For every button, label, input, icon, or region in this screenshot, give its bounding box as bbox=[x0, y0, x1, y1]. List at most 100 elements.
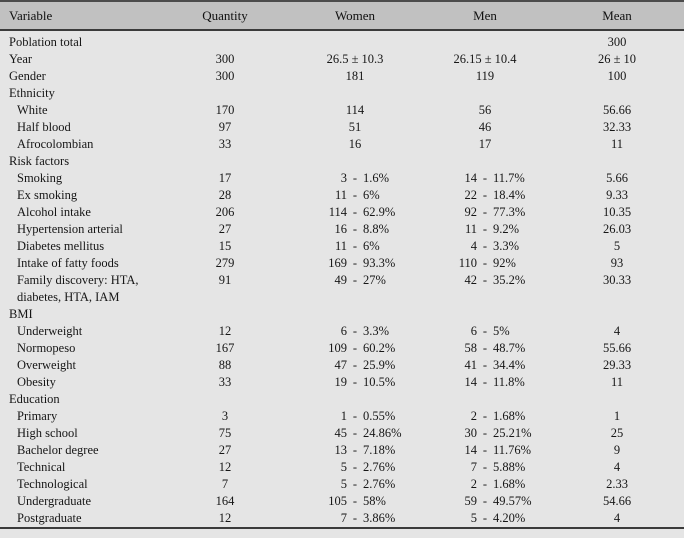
men-cell bbox=[420, 153, 550, 170]
quantity-cell: 15 bbox=[218, 239, 232, 253]
mean-cell: 32.33 bbox=[602, 120, 632, 134]
quantity-cell: 167 bbox=[215, 341, 235, 355]
women-cell: 169-93.3% bbox=[328, 256, 396, 270]
group-row: Risk factors bbox=[0, 153, 684, 170]
women-cell: 16-8.8% bbox=[334, 222, 390, 236]
variable-cell: Year bbox=[9, 52, 33, 66]
women-cell: 114-62.9% bbox=[328, 205, 396, 219]
mean-cell: 4 bbox=[613, 460, 621, 474]
header-row: Variable Quantity Women Men Mean bbox=[0, 1, 684, 31]
women-cell: 5-2.76% bbox=[340, 477, 396, 491]
mean-cell: 5 bbox=[613, 239, 621, 253]
men-cell: 5-4.20% bbox=[470, 511, 526, 525]
quantity-cell bbox=[160, 30, 290, 51]
table-row: Postgraduate 12 7-3.86% 5-4.20% 4 bbox=[0, 510, 684, 528]
mean-cell: 9 bbox=[613, 443, 621, 457]
table-header: Variable Quantity Women Men Mean bbox=[0, 1, 684, 31]
table-row: Poblation total 300 bbox=[0, 30, 684, 51]
men-cell bbox=[420, 306, 550, 323]
women-cell: 16 bbox=[348, 137, 362, 151]
men-cell: 56 bbox=[478, 103, 492, 117]
table-row: Diabetes mellitus 15 11-6% 4-3.3% 5 bbox=[0, 238, 684, 255]
quantity-cell bbox=[160, 306, 290, 323]
variable-cell: Hypertension arterial bbox=[17, 222, 123, 236]
table-row: Half blood 97 51 46 32.33 bbox=[0, 119, 684, 136]
mean-cell: 93 bbox=[610, 256, 624, 270]
mean-cell: 29.33 bbox=[602, 358, 632, 372]
table-row: Alcohol intake 206 114-62.9% 92-77.3% 10.35 bbox=[0, 204, 684, 221]
table-row: Undergraduate 164 105-58% 59-49.57% 54.66 bbox=[0, 493, 684, 510]
table-row: Afrocolombian 33 16 17 11 bbox=[0, 136, 684, 153]
women-cell: 109-60.2% bbox=[328, 341, 396, 355]
quantity-cell: 164 bbox=[215, 494, 235, 508]
quantity-cell: 206 bbox=[215, 205, 235, 219]
mean-cell: 1 bbox=[613, 409, 621, 423]
table-row: Year 300 26.5 ± 10.3 26.15 ± 10.4 26 ± 10 bbox=[0, 51, 684, 68]
variable-cell: Underweight bbox=[17, 324, 83, 338]
women-cell: 47-25.9% bbox=[334, 358, 396, 372]
women-cell: 7-3.86% bbox=[340, 511, 396, 525]
quantity-cell: 97 bbox=[218, 120, 232, 134]
quantity-cell: 28 bbox=[218, 188, 232, 202]
table-row: Technological 7 5-2.76% 2-1.68% 2.33 bbox=[0, 476, 684, 493]
variable-cell: Intake of fatty foods bbox=[17, 256, 119, 270]
quantity-cell: 7 bbox=[221, 477, 229, 491]
column-header-quantity: Quantity bbox=[160, 1, 290, 31]
men-cell: 92-77.3% bbox=[464, 205, 526, 219]
table-row: Primary 3 1-0.55% 2-1.68% 1 bbox=[0, 408, 684, 425]
men-cell bbox=[420, 391, 550, 408]
variable-cell: Technical bbox=[17, 460, 66, 474]
women-cell: 114 bbox=[345, 103, 365, 117]
table-row: Ex smoking 28 11-6% 22-18.4% 9.33 bbox=[0, 187, 684, 204]
men-cell: 26.15 ± 10.4 bbox=[453, 52, 517, 66]
table-row: Smoking 17 3-1.6% 14-11.7% 5.66 bbox=[0, 170, 684, 187]
men-cell: 14-11.8% bbox=[464, 375, 525, 389]
quantity-cell: 3 bbox=[221, 409, 229, 423]
men-cell: 59-49.57% bbox=[464, 494, 532, 508]
men-cell: 41-34.4% bbox=[464, 358, 526, 372]
quantity-cell bbox=[160, 391, 290, 408]
men-cell: 2-1.68% bbox=[470, 477, 526, 491]
men-cell: 30-25.21% bbox=[464, 426, 532, 440]
variable-cell: Smoking bbox=[17, 171, 63, 185]
variable-cell: Normopeso bbox=[17, 341, 76, 355]
variable-cell: Undergraduate bbox=[17, 494, 92, 508]
women-cell bbox=[290, 391, 420, 408]
men-cell: 14-11.76% bbox=[464, 443, 532, 457]
variable-cell: Half blood bbox=[17, 120, 71, 134]
women-cell bbox=[290, 153, 420, 170]
table-row: Hypertension arterial 27 16-8.8% 11-9.2% 26.… bbox=[0, 221, 684, 238]
mean-cell bbox=[550, 391, 684, 408]
men-cell bbox=[420, 85, 550, 102]
column-header-men: Men bbox=[420, 1, 550, 31]
men-cell: 14-11.7% bbox=[464, 171, 525, 185]
mean-cell: 11 bbox=[610, 375, 624, 389]
table-row: Obesity 33 19-10.5% 14-11.8% 11 bbox=[0, 374, 684, 391]
men-cell: 58-48.7% bbox=[464, 341, 526, 355]
men-cell: 22-18.4% bbox=[464, 188, 526, 202]
men-cell: 119 bbox=[475, 69, 495, 83]
variable-cell: Bachelor degree bbox=[17, 443, 99, 457]
variable-cell: Gender bbox=[9, 69, 46, 83]
mean-cell: 10.35 bbox=[602, 205, 632, 219]
women-cell: 11-6% bbox=[334, 239, 380, 253]
quantity-cell: 33 bbox=[218, 375, 232, 389]
table-row: Gender 300 181 119 100 bbox=[0, 68, 684, 85]
variable-cell: Poblation total bbox=[9, 35, 83, 49]
quantity-cell: 88 bbox=[218, 358, 232, 372]
men-cell: 17 bbox=[478, 137, 492, 151]
men-cell bbox=[420, 30, 550, 51]
mean-cell: 4 bbox=[613, 324, 621, 338]
quantity-cell bbox=[160, 85, 290, 102]
quantity-cell: 33 bbox=[218, 137, 232, 151]
quantity-cell: 12 bbox=[218, 324, 232, 338]
women-cell: 13-7.18% bbox=[334, 443, 396, 457]
mean-cell: 30.33 bbox=[602, 273, 632, 287]
mean-cell: 55.66 bbox=[602, 341, 632, 355]
column-header-women: Women bbox=[290, 1, 420, 31]
quantity-cell: 27 bbox=[218, 222, 232, 236]
quantity-cell: 12 bbox=[218, 460, 232, 474]
mean-cell: 5.66 bbox=[606, 171, 628, 185]
